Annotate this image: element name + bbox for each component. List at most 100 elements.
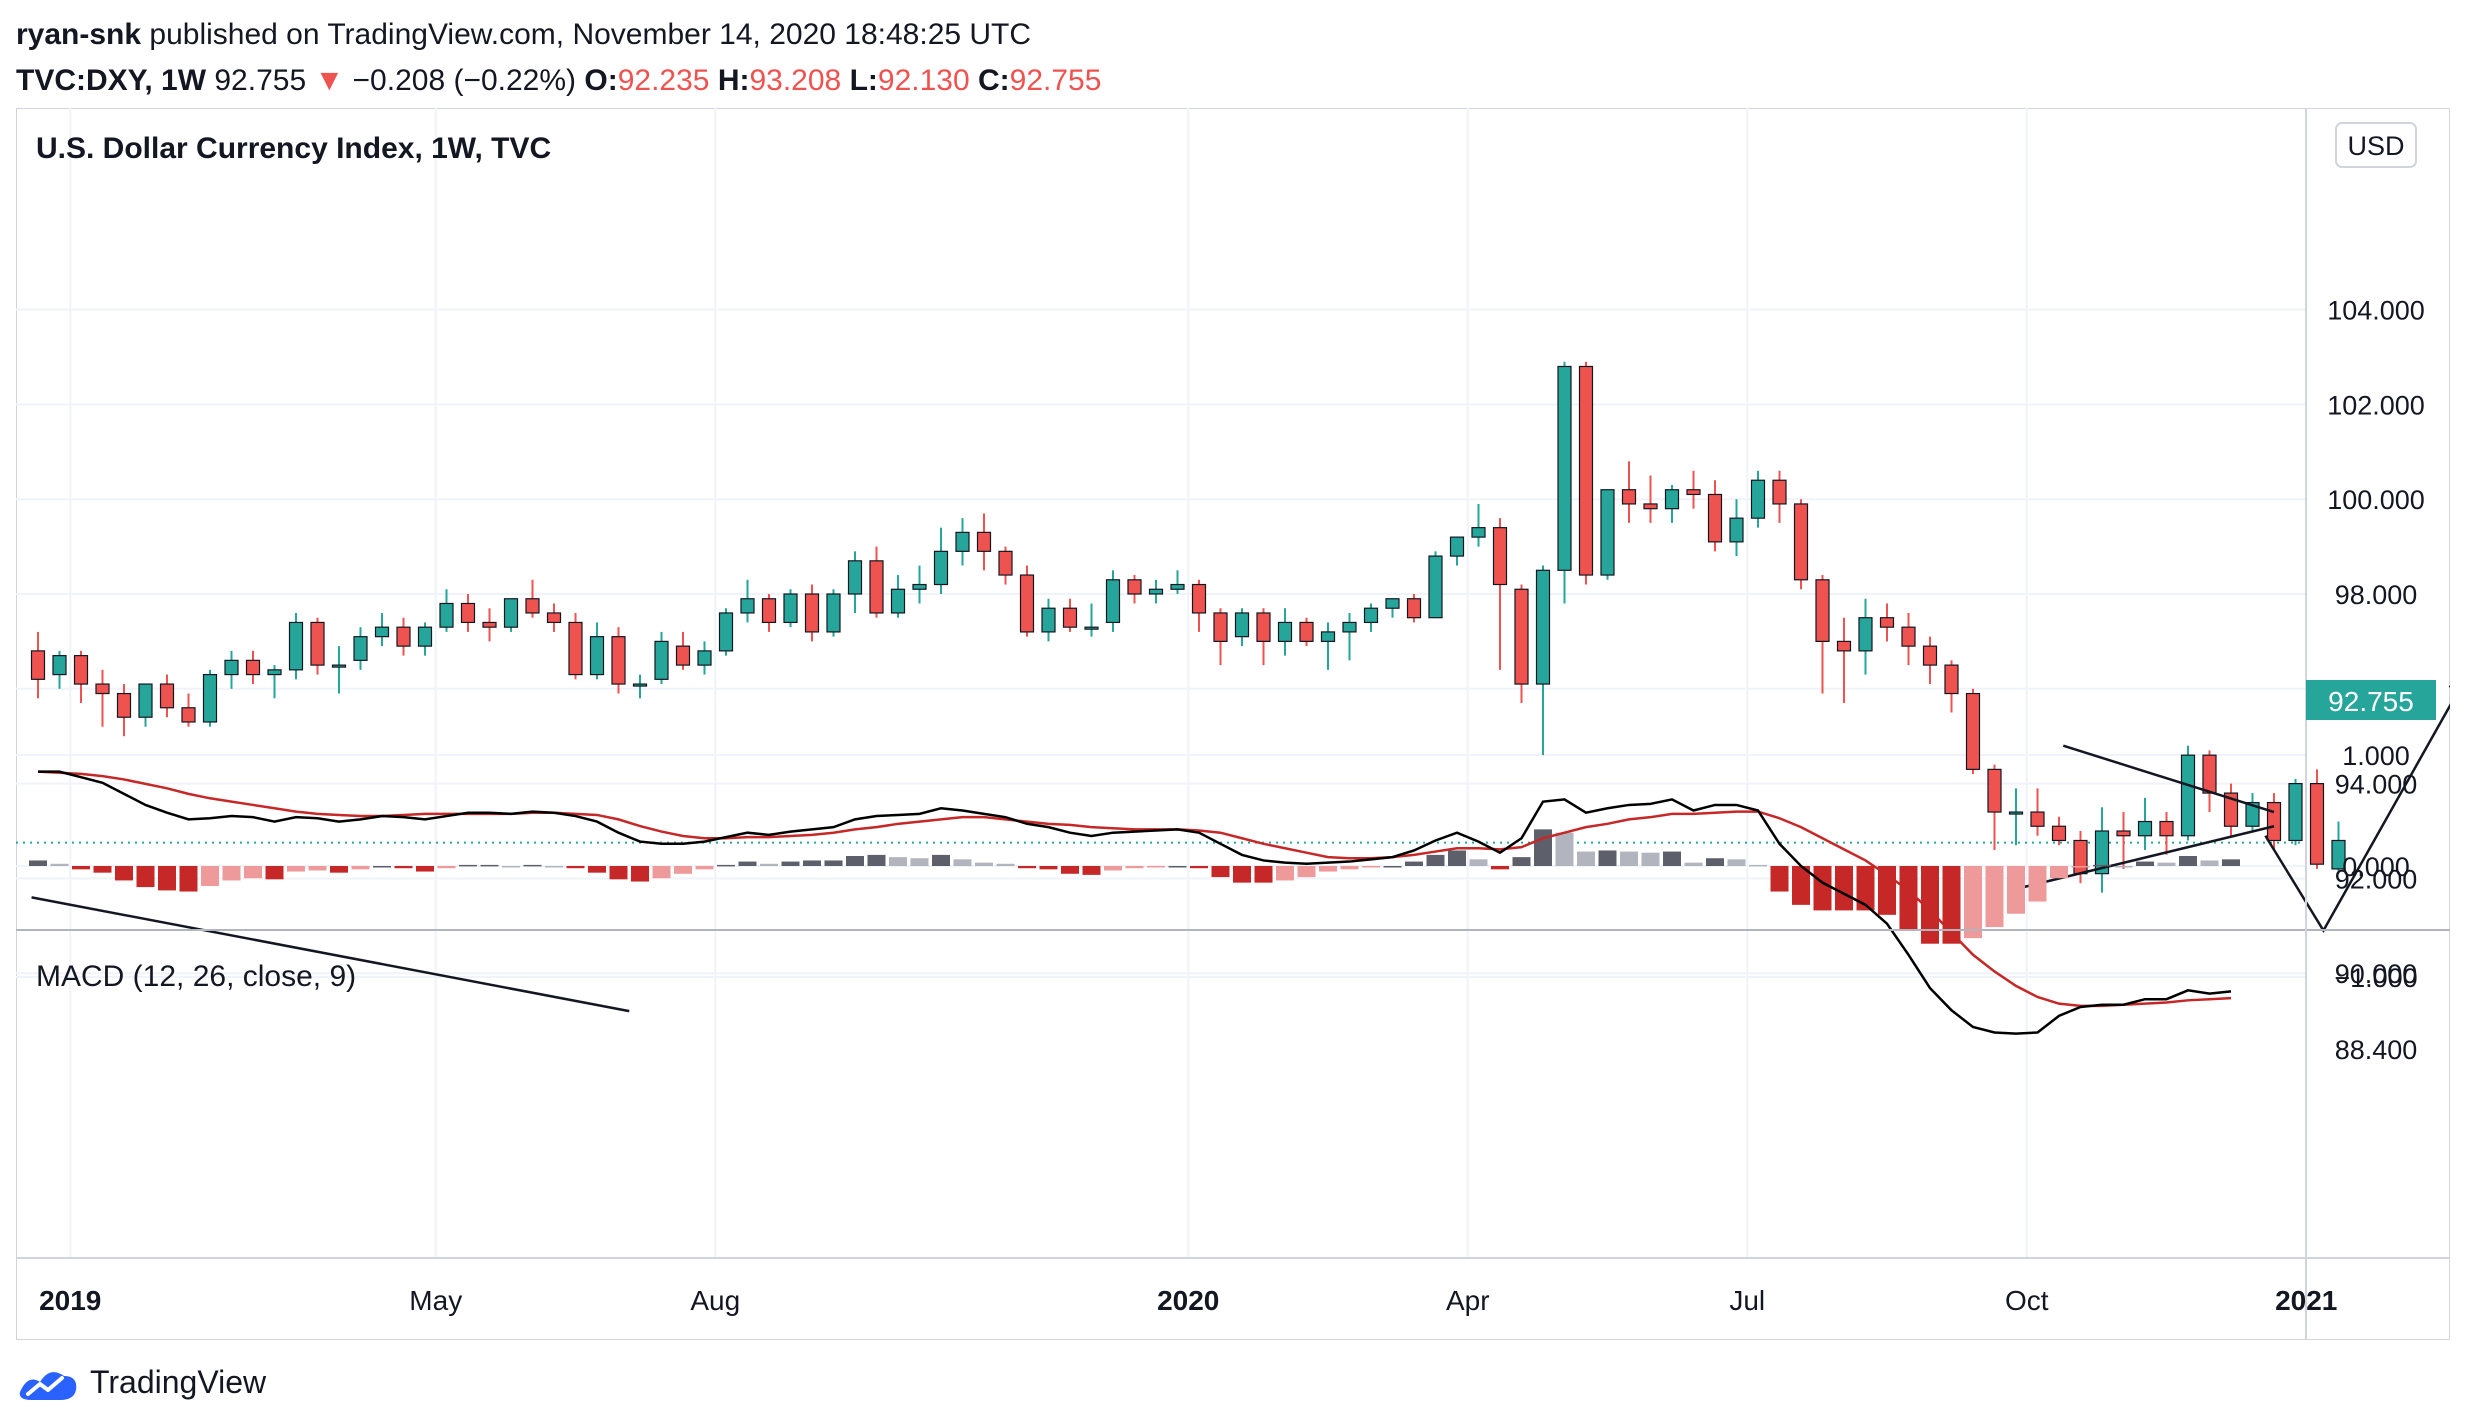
candle-body [525,598,540,614]
currency-label: USD [2347,131,2404,161]
macd-pane [29,770,2240,1035]
price-tick-label: 94.000 [2335,770,2418,800]
candle-body [2008,811,2024,815]
candle-body [288,621,304,671]
candle-body [804,593,820,633]
macd-histogram-bar [1340,866,1359,870]
macd-histogram-bar [72,866,90,870]
candle-body [331,664,347,668]
macd-histogram-bar [1362,866,1380,868]
price-tick-label: 100.000 [2327,485,2425,515]
macd-histogram-bar [201,866,219,886]
candle-body [1148,588,1164,595]
candle-body [1879,617,1895,628]
candle-body [1406,598,1422,619]
macd-histogram-bar [1813,866,1832,911]
candle-body [482,621,497,628]
macd-histogram-bar [1082,866,1101,875]
macd-histogram-bar [738,861,757,866]
tradingview-brand[interactable]: TradingView [90,1363,267,1400]
macd-histogram-bar [1964,866,1982,939]
macd-histogram-bar [1555,832,1574,866]
macd-histogram-bar [1297,866,1316,878]
candle-body [1041,607,1056,633]
candle-body [697,650,712,666]
price-tick-label: 98.000 [2335,580,2418,610]
price-change: −0.208 (−0.22%) [352,64,577,97]
candle-body [1772,479,1787,505]
candle-body [546,612,562,624]
candle-body [2245,801,2260,827]
macd-histogram-bar [1319,866,1337,872]
candle-body [460,602,476,624]
macd-histogram-bar [115,866,133,881]
macd-histogram-bar [1448,850,1466,866]
candle-body [1514,588,1529,685]
candle-body [1449,536,1465,557]
macd-histogram-bar [1276,866,1294,881]
macd-histogram-bar [1749,864,1767,867]
published-text: published on TradingView.com, November 1… [149,18,1032,51]
candle-body [1922,645,1938,666]
candlestick-series [30,361,2346,893]
candle-body [439,602,454,628]
candle-body [1105,579,1121,624]
macd-histogram-bar [1856,866,1875,911]
macd-histogram-bar [1835,866,1853,911]
high-label: H: [717,64,750,97]
candle-body [1600,489,1615,576]
candle-body [1019,574,1035,633]
candle-body [1965,692,1981,770]
candle-body [611,636,626,685]
candle-body [73,655,89,685]
tradingview-logo-icon[interactable] [16,1360,80,1404]
macd-histogram-bar [1104,866,1122,871]
candle-body [2331,839,2346,870]
candle-body [783,593,798,624]
candle-body [1836,640,1852,652]
macd-histogram-bar [308,866,327,871]
macd-histogram-bar [2093,864,2111,867]
time-tick-label: May [409,1285,462,1316]
chart-canvas[interactable]: 104.000102.000100.00098.00096.00094.0009… [16,108,2450,1340]
currency-button[interactable]: USD [2335,122,2417,168]
candle-body [181,707,196,723]
candle-body [1363,607,1379,624]
candle-body [2309,782,2325,865]
macd-histogram-bar [1405,861,1423,866]
open-value: 92.235 [617,64,710,97]
macd-histogram-bar [1878,866,1896,915]
macd-histogram-bar [1792,866,1810,905]
candle-body [116,692,132,718]
macd-histogram-bar [29,860,47,866]
macd-histogram-bar [1491,866,1509,870]
candle-body [1492,527,1508,586]
author-name[interactable]: ryan-snk [16,18,142,51]
candle-body [589,636,605,676]
candle-body [245,659,261,676]
macd-histogram-bar [1706,858,1724,866]
macd-histogram-bar [2050,866,2068,879]
macd-histogram-bar [502,866,520,868]
candle-body [1535,569,1551,685]
close-label: C: [978,64,1010,97]
macd-histogram-bar [695,866,714,870]
macd-histogram-bar [781,861,800,866]
macd-histogram-bar [136,866,155,888]
macd-histogram-bar [50,863,69,866]
candle-body [1234,612,1250,638]
candle-body [95,683,110,695]
candle-body [2073,839,2088,875]
candle-body [1621,489,1637,505]
macd-histogram-bar [1577,851,1595,866]
candle-body [1385,598,1400,609]
candle-body [353,636,368,661]
price-tick-label: 90.000 [2335,959,2418,989]
chart-title: U.S. Dollar Currency Index, 1W, TVC [36,132,551,165]
macd-histogram-bar [222,866,241,881]
candle-body [955,531,970,552]
macd-histogram-bar [1534,829,1552,866]
macd-histogram-bar [1641,852,1660,866]
last-price-badge: 92.755 [2306,680,2436,720]
macd-histogram-bar [1727,859,1746,866]
